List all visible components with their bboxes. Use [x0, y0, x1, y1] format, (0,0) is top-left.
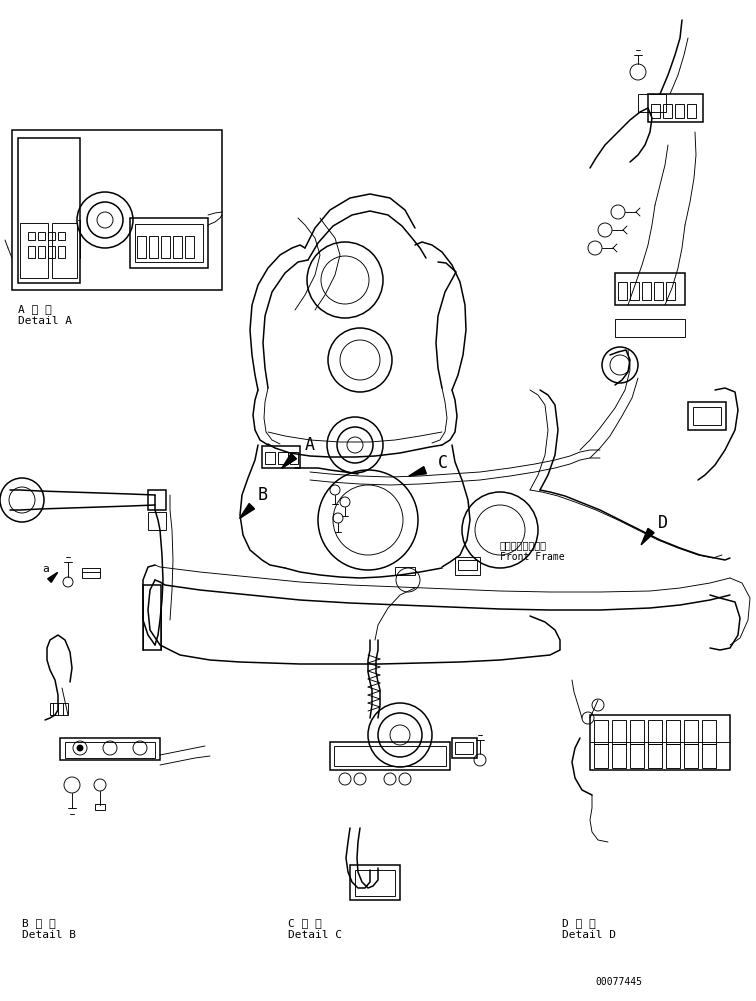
Bar	[648, 94, 703, 122]
Bar	[590, 715, 730, 770]
Bar	[630, 720, 644, 744]
Polygon shape	[281, 453, 296, 468]
Bar	[137, 236, 146, 258]
Bar	[594, 720, 608, 744]
Text: C: C	[438, 454, 448, 472]
Text: Detail A: Detail A	[18, 316, 72, 326]
Bar	[688, 402, 726, 430]
Text: D 詳 細: D 詳 細	[562, 918, 596, 928]
Text: A: A	[305, 436, 315, 454]
Bar	[642, 282, 651, 300]
Text: Front Frame: Front Frame	[500, 552, 565, 562]
Bar	[52, 223, 77, 278]
Bar	[666, 720, 680, 744]
Text: Detail C: Detail C	[288, 930, 342, 940]
Bar	[149, 236, 158, 258]
Bar	[648, 744, 662, 768]
Bar	[612, 744, 626, 768]
Bar	[48, 232, 55, 240]
Bar	[702, 744, 716, 768]
Bar	[618, 282, 627, 300]
Bar	[350, 865, 400, 900]
Bar	[28, 246, 35, 258]
Bar	[615, 273, 685, 305]
Bar	[50, 703, 68, 715]
Bar	[262, 446, 300, 468]
Bar	[185, 236, 194, 258]
Bar	[330, 742, 450, 770]
Bar	[278, 452, 288, 464]
Polygon shape	[240, 504, 255, 519]
Bar	[355, 870, 395, 896]
Text: B 詳 細: B 詳 細	[22, 918, 56, 928]
Bar	[12, 130, 222, 290]
Bar	[666, 282, 675, 300]
Bar	[455, 742, 473, 754]
Bar	[58, 246, 65, 258]
Bar	[684, 744, 698, 768]
Circle shape	[77, 745, 83, 751]
Bar	[395, 567, 415, 575]
Bar	[630, 744, 644, 768]
Polygon shape	[409, 466, 426, 476]
Text: 00077445: 00077445	[595, 977, 642, 987]
Text: フロントフレーム: フロントフレーム	[500, 540, 547, 550]
Bar	[702, 720, 716, 744]
Bar	[65, 742, 155, 758]
Bar	[654, 282, 663, 300]
Bar	[684, 720, 698, 744]
Bar	[20, 223, 48, 278]
Bar	[48, 246, 55, 258]
Bar	[38, 232, 45, 240]
Bar	[148, 490, 166, 510]
Bar	[95, 804, 105, 810]
Bar	[455, 557, 480, 575]
Bar	[648, 720, 662, 744]
Bar	[148, 512, 166, 530]
Text: Detail D: Detail D	[562, 930, 616, 940]
Bar	[630, 282, 639, 300]
Bar	[38, 246, 45, 258]
Text: a: a	[42, 564, 48, 574]
Bar	[687, 104, 696, 118]
Bar	[161, 236, 170, 258]
Text: C 詳 細: C 詳 細	[288, 918, 322, 928]
Bar	[651, 104, 660, 118]
Text: B: B	[258, 486, 268, 504]
Bar	[82, 568, 100, 578]
Text: Detail B: Detail B	[22, 930, 76, 940]
Bar	[135, 224, 203, 262]
Bar	[638, 94, 666, 112]
Bar	[265, 452, 275, 464]
Bar	[334, 746, 446, 766]
Polygon shape	[48, 573, 57, 583]
Bar	[663, 104, 672, 118]
Bar	[615, 319, 685, 337]
Bar	[675, 104, 684, 118]
Bar	[143, 585, 161, 650]
Text: D: D	[658, 514, 668, 532]
Bar	[173, 236, 182, 258]
Text: A 詳 細: A 詳 細	[18, 304, 51, 314]
Polygon shape	[641, 529, 654, 545]
Bar	[452, 738, 477, 758]
Bar	[60, 738, 160, 760]
Bar	[693, 407, 721, 425]
Bar	[28, 232, 35, 240]
Bar	[18, 138, 80, 283]
Bar	[58, 232, 65, 240]
Bar	[594, 744, 608, 768]
Bar	[130, 218, 208, 268]
Bar	[612, 720, 626, 744]
Bar	[666, 744, 680, 768]
Bar	[290, 452, 298, 464]
Bar	[458, 560, 477, 570]
